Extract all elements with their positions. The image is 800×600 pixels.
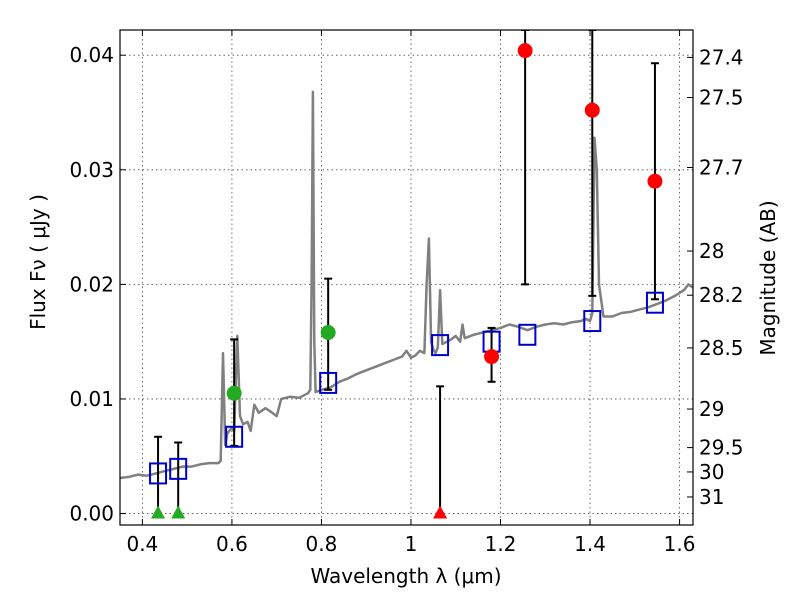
marker-layer [149,43,664,519]
data-point [484,349,500,365]
data-point [320,325,336,340]
y-tick-label: 0.01 [69,387,114,411]
data-point [584,102,600,118]
tick-layer: 0.4 0.6 0.8 1 1.2 1.4 1.6 0.00 0.01 0.02 0.03 0.04 2… [69,30,744,556]
y-tick-label: 0.03 [69,158,114,182]
upper-limit-marker [171,505,186,519]
right-tick-label: 28.5 [699,336,744,360]
right-tick-label: 28.2 [699,283,744,307]
data-point [517,43,533,59]
data-point [226,385,242,401]
right-tick-label: 29.5 [699,436,744,460]
model-point [518,323,537,346]
y-right-axis-label: Magnitude (AB) [756,200,780,355]
model-point [431,334,450,357]
errorbar-layer [154,30,659,515]
right-tick-label: 27.4 [699,45,744,69]
y-tick-label: 0.04 [69,43,114,67]
right-tick-label: 27.7 [699,156,744,180]
model-point [149,462,168,485]
y-axis-label: Flux Fν ( μJy ) [26,194,50,330]
y-tick-label: 0.02 [69,272,114,296]
model-point [583,310,602,333]
x-tick-label: 1.2 [485,532,517,556]
right-tick-label: 29 [699,397,724,421]
x-tick-label: 1 [405,532,418,556]
right-tick-label: 31 [699,485,724,509]
y-tick-label: 0.00 [69,502,114,526]
model-point [645,291,664,314]
x-tick-label: 0.8 [306,532,338,556]
plot-frame [119,29,694,526]
x-tick-label: 1.6 [664,532,696,556]
spectrum-line [120,90,693,480]
x-tick-label: 1.4 [574,532,606,556]
right-tick-label: 27.5 [699,86,744,110]
grid-lines [120,30,693,525]
data-point [647,173,663,189]
upper-limit-marker [151,505,166,519]
x-axis-label: Wavelength λ (μm) [310,564,501,588]
upper-limit-marker [433,505,448,519]
spectrum-layer [120,90,693,480]
right-tick-label: 28 [699,239,724,263]
model-point [319,371,338,394]
x-tick-label: 0.4 [126,532,158,556]
x-tick-label: 0.6 [216,532,248,556]
model-point [225,425,244,448]
model-point [169,457,188,480]
right-tick-label: 30 [699,460,724,484]
